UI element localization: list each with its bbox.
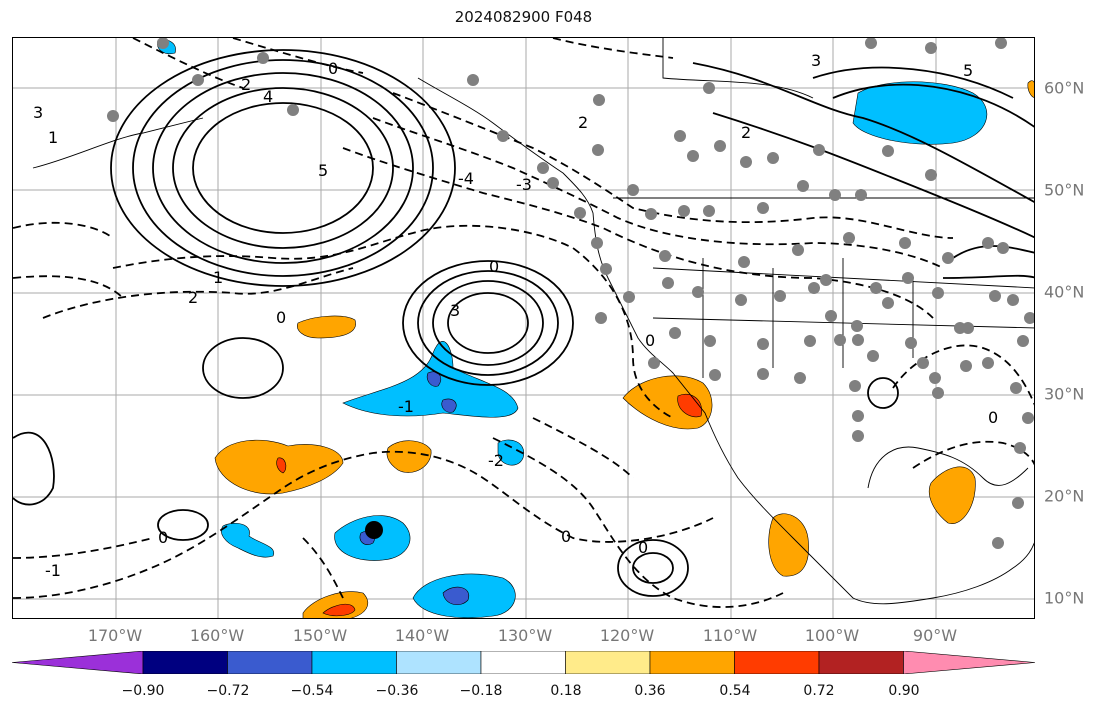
colorbar-segment xyxy=(903,651,1035,674)
lat-label-60n: 60°N xyxy=(1044,78,1085,98)
coastlines xyxy=(32,38,1034,605)
map-panel: 0 2 4 5 1 3 -1 -2 -3 -4 0 3 0 0 0 0 -1 1… xyxy=(12,37,1035,619)
colorbar-tick-label: 0.36 xyxy=(634,683,666,699)
solid-contours xyxy=(13,49,1034,597)
contour-label-2d: 2 xyxy=(578,113,588,132)
shaded-anomalies xyxy=(157,39,1034,618)
colorbar-tick-label: 0.90 xyxy=(888,683,920,699)
lon-label-130w: 130°W xyxy=(497,626,553,645)
lat-label-10n: 10°N xyxy=(1044,588,1085,608)
colorbar-segment xyxy=(396,651,482,674)
purple-core-b xyxy=(441,398,457,413)
lon-label-140w: 140°W xyxy=(394,626,450,645)
contour-label-0c: 0 xyxy=(561,527,571,546)
colorbar-tick-label: −0.90 xyxy=(121,683,165,699)
weather-map: 0 2 4 5 1 3 -1 -2 -3 -4 0 3 0 0 0 0 -1 1… xyxy=(13,38,1034,618)
red-core-bottom xyxy=(322,603,356,617)
lat-label-40n: 40°N xyxy=(1044,282,1085,302)
contour-label-0: 0 xyxy=(328,59,338,78)
colorbar-segment xyxy=(818,651,904,674)
colorbar-segment xyxy=(734,651,820,674)
colorbar-segment xyxy=(311,651,397,674)
contour-label-0d: 0 xyxy=(638,538,648,557)
lon-label-150w: 150°W xyxy=(292,626,348,645)
lon-label-100w: 100°W xyxy=(804,626,860,645)
contour-label-1: 1 xyxy=(48,128,58,147)
colorbar-segment xyxy=(227,651,313,674)
contour-label-5b: 5 xyxy=(963,61,973,80)
contour-label-0g: 0 xyxy=(276,308,286,327)
colorbar-tick-label: −0.18 xyxy=(459,683,503,699)
lon-label-110w: 110°W xyxy=(702,626,758,645)
colorbar-tick-label: −0.54 xyxy=(290,683,334,699)
contour-label-neg-3: -3 xyxy=(516,175,532,194)
colorbar-tick-label: 0.54 xyxy=(719,683,751,699)
contour-label-neg-1b: -1 xyxy=(45,561,61,580)
colorbar-tick-label: −0.72 xyxy=(206,683,250,699)
contour-label-3b: 3 xyxy=(450,301,460,320)
lon-label-170w: 170°W xyxy=(87,626,143,645)
station-markers xyxy=(107,38,1034,549)
contour-label-0f: 0 xyxy=(158,528,168,547)
colorbar-tick-label: −0.36 xyxy=(375,683,419,699)
lat-label-20n: 20°N xyxy=(1044,486,1085,506)
orange-region-mexico xyxy=(768,513,809,577)
contour-label-5: 5 xyxy=(318,161,328,180)
colorbar-segment xyxy=(142,651,228,674)
contour-label-3c: 3 xyxy=(811,51,821,70)
red-core-baja xyxy=(677,394,702,418)
contour-label-neg-1: -1 xyxy=(398,397,414,416)
contour-label-neg-4: -4 xyxy=(458,169,474,188)
contour-label-0b: 0 xyxy=(489,257,499,276)
orange-region-mid xyxy=(386,440,432,473)
purple-core-d xyxy=(442,586,470,606)
orange-region-north xyxy=(297,315,356,339)
colorbar-segment xyxy=(649,651,735,674)
colorbar-tick-label: 0.72 xyxy=(803,683,835,699)
colorbar xyxy=(12,651,1035,674)
colorbar-segment xyxy=(565,651,651,674)
colorbar-tick-label: 0.18 xyxy=(550,683,582,699)
orange-region-edge xyxy=(1027,80,1034,98)
orange-region-gulf xyxy=(928,466,976,524)
contour-label-0h: 0 xyxy=(988,408,998,427)
lon-label-120w: 120°W xyxy=(599,626,655,645)
blue-region-canada xyxy=(852,81,988,145)
contour-label-0e: 0 xyxy=(645,331,655,350)
contour-label-2c: 2 xyxy=(741,123,751,142)
contour-label-3: 3 xyxy=(33,103,43,122)
contour-label-2: 2 xyxy=(241,75,251,94)
lat-label-50n: 50°N xyxy=(1044,180,1085,200)
contour-label-2b: 2 xyxy=(188,288,198,307)
contour-label-neg-2: -2 xyxy=(488,451,504,470)
map-title: 2024082900 F048 xyxy=(454,8,593,26)
red-core-a xyxy=(276,457,287,474)
contour-label-1b: 1 xyxy=(213,268,223,287)
colorbar-segment xyxy=(480,651,566,674)
contour-label-4: 4 xyxy=(263,87,273,106)
contour-value-labels: 0 2 4 5 1 3 -1 -2 -3 -4 0 3 0 0 0 0 -1 1… xyxy=(33,51,998,580)
lon-label-160w: 160°W xyxy=(189,626,245,645)
dashed-contours xyxy=(13,38,1034,608)
storm-center-marker xyxy=(365,521,383,539)
blue-region-southwest xyxy=(221,523,275,558)
colorbar-segment xyxy=(12,651,144,674)
lon-label-90w: 90°W xyxy=(912,626,958,645)
lat-label-30n: 30°N xyxy=(1044,384,1085,404)
blue-region-small-a xyxy=(497,439,525,466)
